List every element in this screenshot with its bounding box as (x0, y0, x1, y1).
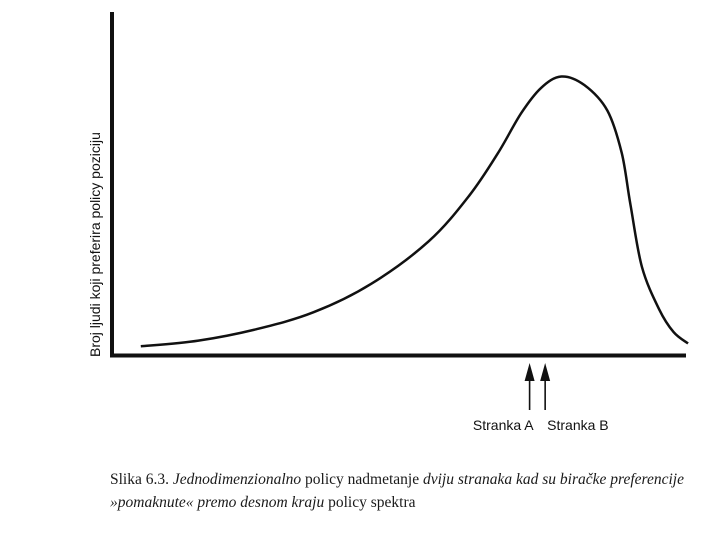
party-label-2: Stranka B (547, 417, 608, 433)
marker-arrow-head-1 (524, 363, 535, 381)
caption-italic-1: Jednodimenzionalno (172, 471, 302, 488)
caption-text-2: policy spektra (328, 494, 416, 511)
caption-prefix: Slika 6.3. (110, 471, 169, 488)
caption-text-1: policy nadmetanje (305, 471, 420, 488)
caption-italic-2: dviju stranaka kad su biračke preferenci… (110, 471, 684, 511)
figure-caption: Slika 6.3. Jednodimenzionalno policy nad… (110, 468, 710, 514)
marker-arrow-head-2 (540, 363, 551, 381)
party-label-1: Stranka A (473, 417, 534, 433)
y-axis-label: Broj ljudi koji preferira policy pozicij… (87, 132, 103, 357)
party-markers: Stranka A Stranka B (473, 363, 609, 433)
preference-distribution-curve (140, 75, 689, 348)
